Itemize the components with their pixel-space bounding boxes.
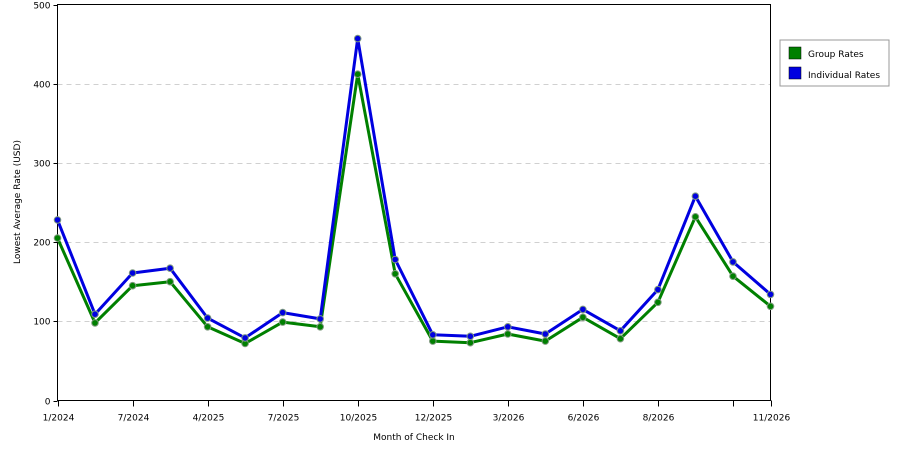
data-point bbox=[316, 323, 325, 331]
y-tick-label: 500 bbox=[33, 2, 50, 12]
data-point bbox=[91, 319, 99, 327]
data-point bbox=[241, 334, 249, 342]
x-tick-label: 7/2025 bbox=[268, 414, 300, 424]
x-tick-label: 7/2024 bbox=[118, 414, 150, 424]
data-point bbox=[391, 270, 400, 278]
data-point bbox=[316, 315, 325, 323]
data-point bbox=[616, 327, 625, 335]
legend-label-group-rates: Group Rates bbox=[808, 50, 864, 60]
data-point bbox=[53, 216, 62, 224]
data-point bbox=[654, 298, 662, 307]
x-axis: 1/2024 7/2024 4/2025 7/2025 10/2025 12/2025 3/… bbox=[43, 400, 791, 424]
y-tick-label: 0 bbox=[45, 398, 51, 408]
data-point bbox=[466, 332, 475, 341]
legend-swatch-individual-rates bbox=[788, 66, 802, 80]
data-point bbox=[391, 255, 400, 264]
data-point bbox=[504, 330, 512, 338]
y-tick-label: 400 bbox=[33, 81, 50, 91]
y-axis: 0 100 200 300 400 500 bbox=[33, 2, 58, 408]
x-tick-label: 3/2026 bbox=[493, 414, 525, 424]
data-point bbox=[654, 285, 662, 294]
data-point bbox=[429, 331, 437, 339]
x-tick-label: 6/2026 bbox=[568, 414, 600, 424]
series-layer bbox=[53, 34, 775, 348]
y-tick-label: 200 bbox=[33, 239, 50, 249]
data-point bbox=[766, 290, 775, 299]
x-tick-label: 11/2026 bbox=[753, 414, 791, 424]
y-tick-label: 300 bbox=[33, 160, 50, 170]
data-point bbox=[353, 70, 362, 78]
data-point bbox=[429, 337, 437, 345]
data-point bbox=[91, 310, 99, 319]
series-group-rates bbox=[53, 70, 775, 348]
data-point bbox=[691, 213, 700, 221]
grid-lines bbox=[57, 84, 771, 322]
data-point bbox=[53, 234, 62, 242]
data-point bbox=[128, 269, 137, 277]
x-axis-title: Month of Check In bbox=[373, 433, 455, 443]
data-point bbox=[579, 313, 587, 322]
x-tick-label: 12/2025 bbox=[415, 414, 452, 424]
data-point bbox=[579, 305, 587, 314]
data-point bbox=[278, 318, 287, 326]
data-point bbox=[278, 308, 287, 317]
data-point bbox=[616, 334, 625, 343]
series-line bbox=[56, 37, 772, 340]
data-point bbox=[729, 272, 737, 281]
x-tick-label: 10/2025 bbox=[340, 414, 377, 424]
data-point bbox=[203, 323, 212, 331]
y-tick-label: 100 bbox=[33, 318, 50, 328]
legend-swatch-group-rates bbox=[788, 46, 802, 60]
data-point bbox=[729, 258, 737, 266]
x-tick-label: 4/2025 bbox=[193, 414, 225, 424]
data-point bbox=[504, 323, 512, 331]
data-point bbox=[466, 338, 475, 347]
data-point bbox=[541, 337, 550, 345]
x-tick-label: 8/2026 bbox=[643, 414, 675, 424]
data-point bbox=[166, 264, 174, 273]
data-point bbox=[691, 192, 700, 200]
data-point bbox=[128, 281, 137, 290]
series-line bbox=[56, 72, 772, 345]
data-point bbox=[166, 277, 174, 286]
y-axis-title: Lowest Average Rate (USD) bbox=[13, 140, 23, 264]
data-point bbox=[353, 34, 362, 43]
plot-area-border bbox=[57, 4, 771, 401]
series-individual-rates bbox=[53, 34, 775, 342]
x-tick-label: 1/2024 bbox=[43, 414, 75, 424]
data-point bbox=[203, 314, 212, 322]
legend-label-individual-rates: Individual Rates bbox=[808, 71, 880, 81]
data-point bbox=[541, 330, 550, 338]
legend: Group Rates Individual Rates bbox=[779, 39, 890, 87]
data-point bbox=[766, 302, 775, 311]
